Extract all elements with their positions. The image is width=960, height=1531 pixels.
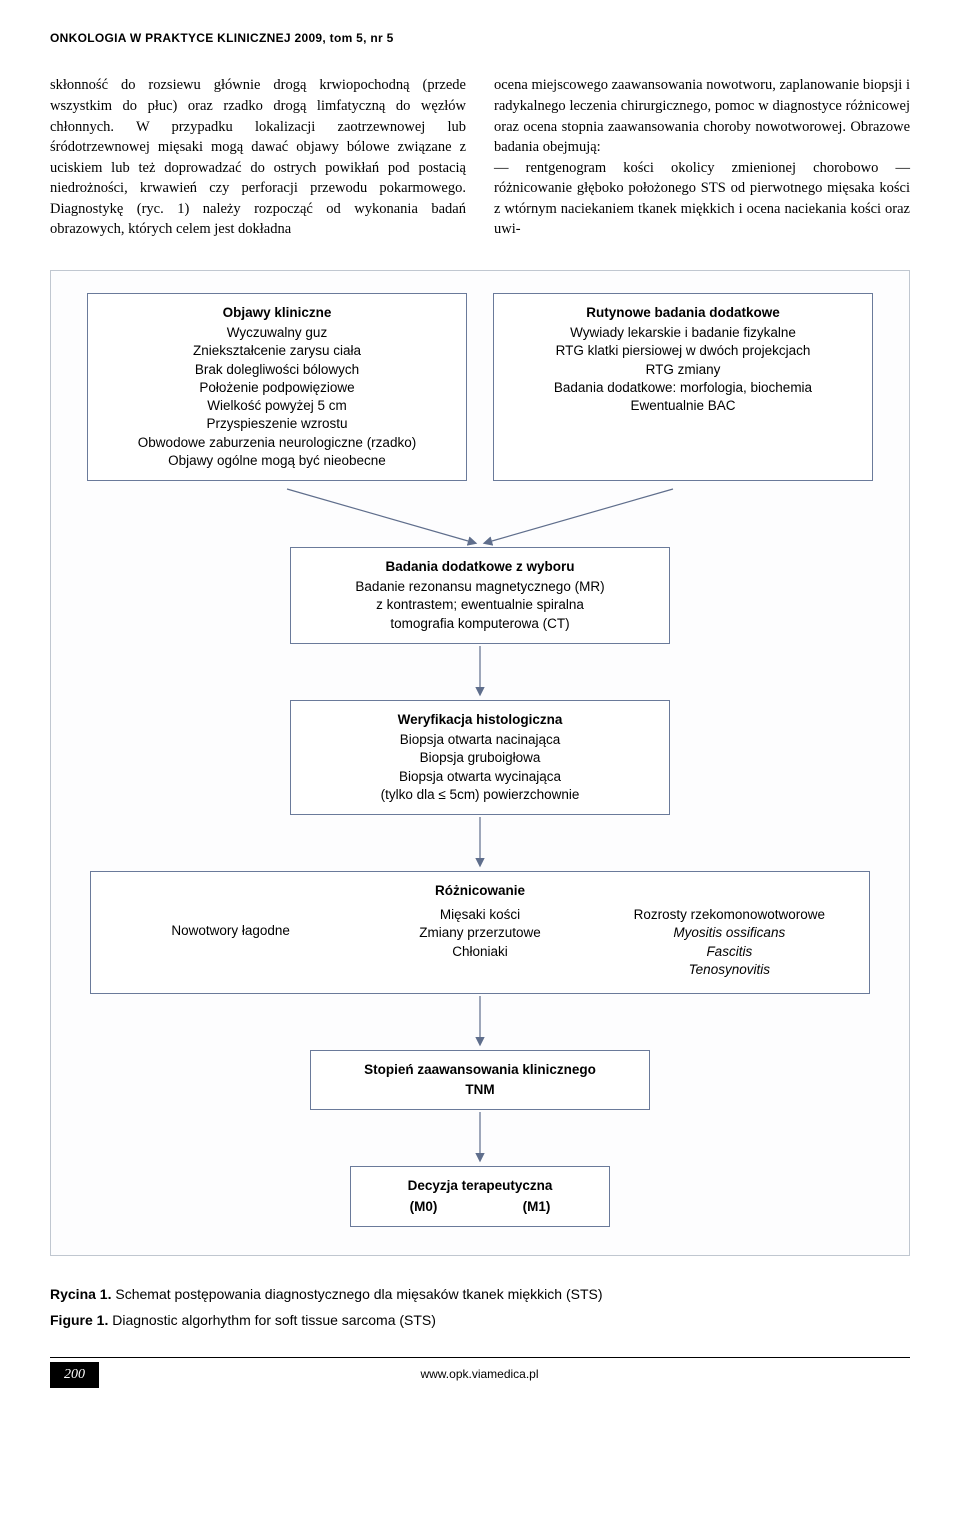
box-line: Biopsja otwarta wycinająca — [307, 768, 653, 786]
box-differentiation: Różnicowanie Nowotwory łagodne Mięsaki k… — [90, 871, 870, 994]
box-therapeutic-decision: Decyzja terapeutyczna (M0) (M1) — [350, 1166, 610, 1226]
box-line: Mięsaki kości — [360, 906, 599, 924]
box-line: z kontrastem; ewentualnie spiralna — [307, 596, 653, 614]
box-title: Weryfikacja histologiczna — [307, 711, 653, 729]
box-line: RTG zmiany — [510, 361, 856, 379]
box-routine-tests: Rutynowe badania dodatkowe Wywiady lekar… — [493, 293, 873, 481]
box-clinical-symptoms: Objawy kliniczne Wyczuwalny guz Zniekszt… — [87, 293, 467, 481]
box-line: Zniekształcenie zarysu ciała — [104, 342, 450, 360]
box-line: Fascitis — [610, 943, 849, 961]
box-line: RTG klatki piersiowej w dwóch projekcjac… — [510, 342, 856, 360]
page-number: 200 — [50, 1362, 99, 1388]
figure-caption-en: Figure 1. Diagnostic algorhythm for soft… — [50, 1310, 910, 1330]
box-title: Badania dodatkowe z wyboru — [307, 558, 653, 576]
box-line: Zmiany przerzutowe — [360, 924, 599, 942]
box-title: Różnicowanie — [111, 882, 849, 900]
caption-text: Diagnostic algorhythm for soft tissue sa… — [108, 1312, 436, 1328]
box-line: Brak dolegliwości bólowych — [104, 361, 450, 379]
caption-label: Figure 1. — [50, 1312, 108, 1328]
box-line: Stopień zaawansowania klinicznego — [327, 1061, 633, 1079]
box-line: Nowotwory łagodne — [111, 922, 350, 940]
box-line: Wyczuwalny guz — [104, 324, 450, 342]
box-line: Obwodowe zaburzenia neurologiczne (rzadk… — [104, 434, 450, 452]
box-title: Rutynowe badania dodatkowe — [510, 304, 856, 322]
box-line: Biopsja gruboigłowa — [307, 749, 653, 767]
body-col-left: skłonność do rozsiewu głównie drogą krwi… — [50, 75, 466, 240]
box-line: Rozrosty rzekomonowotworowe — [610, 906, 849, 924]
caption-text: Schemat postępowania diagnostycznego dla… — [111, 1286, 602, 1302]
journal-header: ONKOLOGIA W PRAKTYCE KLINICZNEJ 2009, to… — [50, 30, 910, 47]
box-line: Wywiady lekarskie i badanie fizykalne — [510, 324, 856, 342]
box-line: Ewentualnie BAC — [510, 397, 856, 415]
box-line: TNM — [327, 1081, 633, 1099]
box-line: Chłoniaki — [360, 943, 599, 961]
footer-url: www.opk.viamedica.pl — [420, 1366, 538, 1383]
page-footer: 200 www.opk.viamedica.pl — [50, 1357, 910, 1388]
body-text-columns: skłonność do rozsiewu głównie drogą krwi… — [50, 75, 910, 240]
box-line: Przyspieszenie wzrostu — [104, 415, 450, 433]
arrow-down — [470, 1110, 490, 1166]
box-line: Decyzja terapeutyczna — [367, 1177, 593, 1195]
figure-caption-pl: Rycina 1. Schemat postępowania diagnosty… — [50, 1284, 910, 1304]
box-staging: Stopień zaawansowania klinicznego TNM — [310, 1050, 650, 1110]
box-title: Objawy kliniczne — [104, 304, 450, 322]
box-line: (M0) — [410, 1198, 438, 1216]
diff-col-benign: Nowotwory łagodne — [111, 906, 350, 979]
box-line: (M1) — [523, 1198, 551, 1216]
box-line: Myositis ossificans — [610, 924, 849, 942]
diagram-center-column: Badania dodatkowe z wyboru Badanie rezon… — [79, 547, 881, 1227]
arrow-converge — [87, 487, 873, 547]
box-additional-imaging: Badania dodatkowe z wyboru Badanie rezon… — [290, 547, 670, 644]
caption-label: Rycina 1. — [50, 1286, 111, 1302]
box-line: Badanie rezonansu magnetycznego (MR) — [307, 578, 653, 596]
box-line: Badania dodatkowe: morfologia, biochemia — [510, 379, 856, 397]
diff-col-sarcoma: Mięsaki kości Zmiany przerzutowe Chłonia… — [360, 906, 599, 979]
arrow-down — [470, 994, 490, 1050]
diagram-container: Objawy kliniczne Wyczuwalny guz Zniekszt… — [50, 270, 910, 1256]
box-line: Objawy ogólne mogą być nieobecne — [104, 452, 450, 470]
arrow-down — [470, 644, 490, 700]
body-col-right: ocena miejscowego zaawansowania nowotwor… — [494, 75, 910, 240]
box-line: Biopsja otwarta nacinająca — [307, 731, 653, 749]
box-line: Położenie podpowięziowe — [104, 379, 450, 397]
box-line: Tenosynovitis — [610, 961, 849, 979]
box-line: tomografia komputerowa (CT) — [307, 615, 653, 633]
box-line: (tylko dla ≤ 5cm) powierzchownie — [307, 786, 653, 804]
box-line: Wielkość powyżej 5 cm — [104, 397, 450, 415]
box-histology: Weryfikacja histologiczna Biopsja otwart… — [290, 700, 670, 815]
arrow-down — [470, 815, 490, 871]
diff-col-pseudo: Rozrosty rzekomonowotworowe Myositis oss… — [610, 906, 849, 979]
diagram-row-top: Objawy kliniczne Wyczuwalny guz Zniekszt… — [79, 293, 881, 481]
